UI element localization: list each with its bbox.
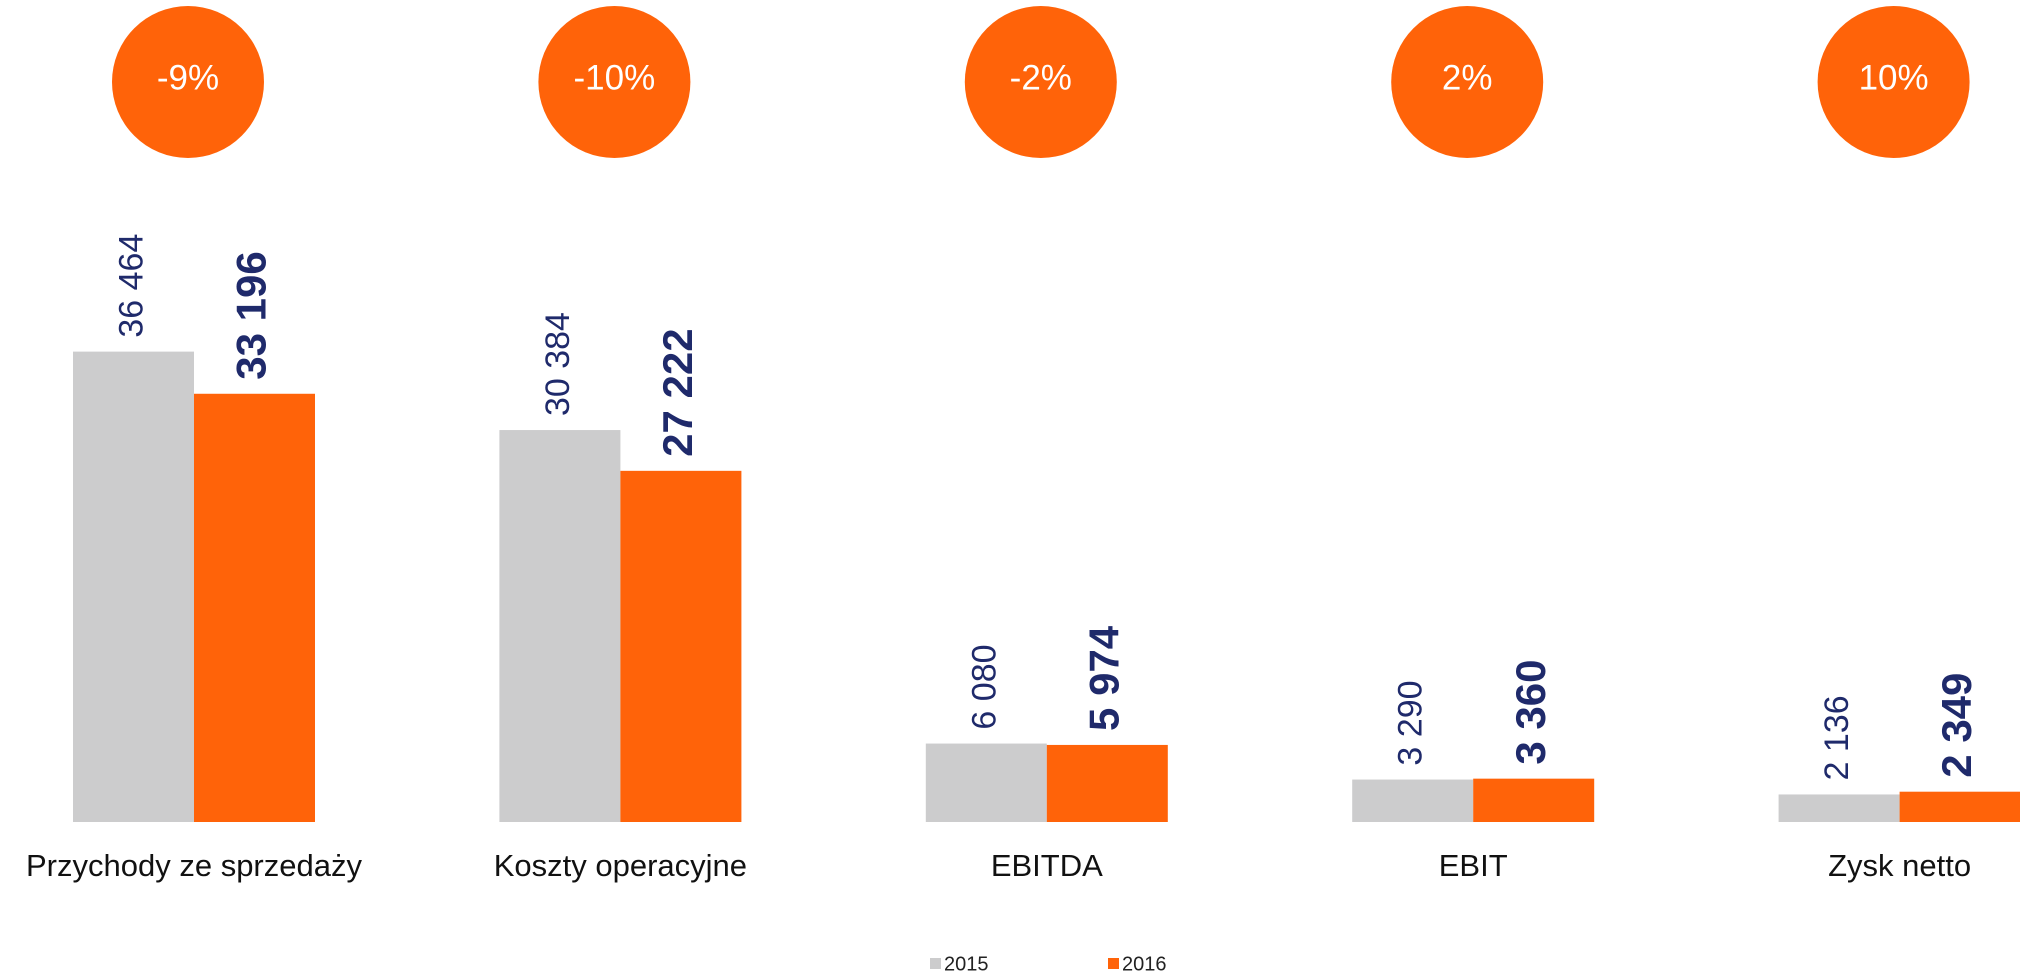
bar: [1473, 778, 1595, 822]
legend-label: 2015: [944, 953, 989, 975]
value-label: 5 974: [1080, 625, 1127, 731]
bar: [1778, 794, 1900, 822]
bar: [925, 743, 1047, 822]
value-label: 30 384: [539, 312, 577, 416]
value-label: 2 349: [1933, 673, 1980, 778]
value-label: 27 222: [654, 328, 701, 456]
change-label: -10%: [574, 58, 656, 97]
change-badge: [964, 6, 1117, 158]
change-badge: [1391, 6, 1544, 158]
x-tick-label: EBITDA: [991, 848, 1103, 883]
x-tick-label: Koszty operacyjne: [494, 848, 747, 883]
bar: [73, 351, 194, 822]
legend-swatch: [1108, 958, 1119, 969]
value-label: 36 464: [112, 234, 150, 338]
x-tick-label: Przychody ze sprzedaży: [26, 848, 362, 883]
value-label: 3 360: [1507, 660, 1554, 765]
change-badge: [1817, 6, 1970, 158]
bar: [194, 393, 315, 822]
value-label: 33 196: [228, 251, 275, 379]
bar: [1352, 779, 1474, 822]
change-label: 10%: [1859, 58, 1929, 97]
value-label: 2 136: [1818, 695, 1856, 780]
change-label: -9%: [157, 58, 219, 97]
bar: [499, 430, 621, 822]
x-tick-label: Zysk netto: [1828, 848, 1971, 883]
change-label: -2%: [1010, 58, 1072, 97]
legend-swatch: [930, 958, 941, 969]
change-label: 2%: [1442, 58, 1493, 97]
bar: [620, 470, 742, 822]
bar: [1899, 791, 2020, 822]
x-tick-label: EBIT: [1439, 848, 1508, 883]
value-label: 6 080: [965, 644, 1003, 729]
bar: [1046, 744, 1168, 822]
change-badge: [112, 6, 264, 158]
legend-label: 2016: [1122, 953, 1167, 975]
value-label: 3 290: [1392, 680, 1430, 765]
change-badge: [538, 6, 691, 158]
